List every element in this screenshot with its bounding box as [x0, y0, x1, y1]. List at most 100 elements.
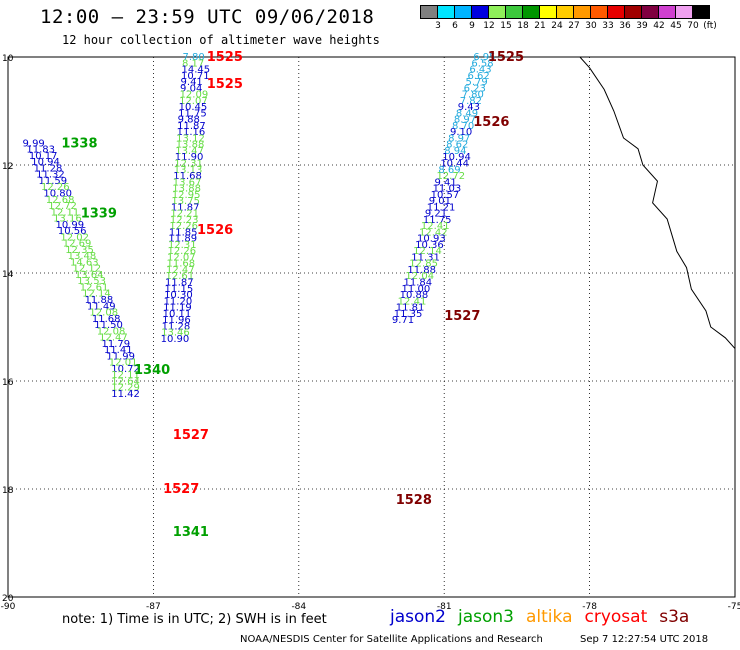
swh-value: 11.85: [169, 227, 198, 238]
swh-value: 12.04: [405, 271, 434, 282]
swh-value: 12.01: [109, 358, 138, 369]
swh-value: 11.59: [39, 176, 68, 187]
swh-value: 11.49: [87, 301, 116, 312]
pass-number-label: 1526: [473, 115, 509, 130]
swh-value: 13.13: [174, 165, 203, 176]
swh-value: 12.69: [63, 239, 92, 250]
swh-value: 10.80: [43, 189, 72, 200]
map-title: 12:00 – 23:59 UTC 09/06/2018: [40, 6, 375, 28]
colorbar-label: 39: [636, 21, 648, 31]
pass-number-label: 1528: [396, 493, 432, 508]
swh-value: 11.68: [173, 171, 202, 182]
swh-value: 13.88: [176, 140, 205, 151]
swh-value: 12.47: [99, 333, 128, 344]
swh-value: 11.35: [394, 309, 423, 320]
swh-value: 13.64: [75, 270, 104, 281]
swh-value: 11.32: [36, 170, 65, 181]
legend-altika: altika: [526, 607, 573, 627]
swh-value: 12.47: [166, 265, 195, 276]
pass-number-label: 1527: [173, 428, 209, 443]
swh-value: 13.48: [68, 251, 97, 262]
colorbar-label: 21: [534, 21, 546, 31]
pass-number-label: 1341: [173, 525, 209, 540]
swh-value: 8.70: [452, 121, 474, 132]
colorbar-label: 70: [687, 21, 699, 31]
swh-value: 12.07: [179, 96, 208, 107]
swh-value: 12.72: [436, 171, 465, 182]
swh-value: 13.16: [53, 214, 82, 225]
swh-value: 8.69: [438, 165, 460, 176]
lon-tick-label: -81: [437, 602, 452, 612]
swh-value: 12.31: [174, 158, 203, 169]
swh-value: 11.19: [163, 303, 192, 314]
swh-value: 9.21: [425, 209, 447, 220]
pass-number-label: 1340: [134, 363, 170, 378]
swh-value: 10.30: [164, 290, 193, 301]
swh-value: 12.35: [65, 245, 94, 256]
swh-value: 10.94: [31, 157, 60, 168]
swh-value: 12.02: [60, 232, 89, 243]
swh-value: 5.79: [466, 77, 488, 88]
swh-value: 10.45: [179, 102, 208, 113]
colorbar-label: 36: [619, 21, 631, 31]
swh-value: 9.41: [435, 177, 457, 188]
swh-value: 12.72: [48, 201, 77, 212]
lon-tick-label: -84: [291, 602, 306, 612]
lat-tick-label: 12: [2, 162, 13, 172]
swh-value: 12.26: [41, 182, 70, 193]
colorbar-label: (ft): [703, 21, 717, 31]
swh-value: 12.64: [111, 376, 140, 387]
swh-value: 7.82: [460, 96, 482, 107]
swh-value: 6.43: [469, 65, 491, 76]
swh-value: 10.94: [442, 152, 471, 163]
map-frame: [7, 56, 736, 598]
swh-value: 8.49: [456, 108, 478, 119]
colorbar-label: 30: [585, 21, 597, 31]
swh-value: 14.63: [70, 257, 99, 268]
swh-value: 12.07: [167, 252, 196, 263]
swh-value: 11.87: [177, 121, 206, 132]
swh-value: 13.67: [173, 177, 202, 188]
swh-value: 7.80: [462, 90, 484, 101]
credit-line: NOAA/NESDIS Center for Satellite Applica…: [240, 634, 543, 645]
pass-number-label: 1339: [81, 207, 117, 222]
colorbar-label: 18: [517, 21, 529, 31]
swh-value: 6.23: [464, 83, 486, 94]
pass-number-label: 1527: [163, 482, 199, 497]
swh-value: 12.26: [167, 246, 196, 257]
swh-value: 7.80: [182, 52, 204, 63]
footer-note: note: 1) Time is in UTC; 2) SWH is in fe…: [62, 612, 327, 627]
colorbar-label: 42: [653, 21, 665, 31]
swh-value: 11.90: [175, 152, 204, 163]
swh-value: 11.84: [403, 278, 432, 289]
swh-value: 11.79: [102, 339, 131, 350]
colorbar-label: 27: [568, 21, 580, 31]
swh-value: 12.31: [168, 240, 197, 251]
swh-value: 11.20: [164, 296, 193, 307]
swh-value: 9.43: [458, 102, 480, 113]
colorbar-label: 12: [483, 21, 495, 31]
colorbar-label: 33: [602, 21, 614, 31]
swh-value: 10.88: [400, 290, 429, 301]
lon-tick-label: -87: [146, 602, 161, 612]
colorbar-label: 9: [469, 21, 475, 31]
swh-value: 11.68: [92, 314, 121, 325]
swh-value: 11.42: [111, 389, 140, 400]
swh-value: 12.68: [46, 195, 75, 206]
swh-value: 10.17: [29, 151, 58, 162]
swh-value: 13.88: [172, 184, 201, 195]
swh-value: 11.75: [178, 108, 207, 119]
swh-value: 12.41: [398, 296, 427, 307]
swh-value: 13.47: [175, 146, 204, 157]
swh-value: 12.61: [80, 282, 109, 293]
swh-value: 9.10: [450, 127, 472, 138]
swh-value: 12.14: [413, 246, 442, 257]
lon-tick-label: -78: [582, 602, 597, 612]
swh-value: 12.85: [409, 259, 438, 270]
wave-height-colorbar: [420, 5, 710, 19]
swh-value: 10.90: [161, 334, 190, 345]
colorbar-label: 3: [435, 21, 441, 31]
credit-timestamp: Sep 7 12:27:54 UTC 2018: [580, 634, 709, 645]
lat-tick-label: 14: [2, 270, 14, 280]
swh-value: 11.31: [411, 252, 440, 263]
